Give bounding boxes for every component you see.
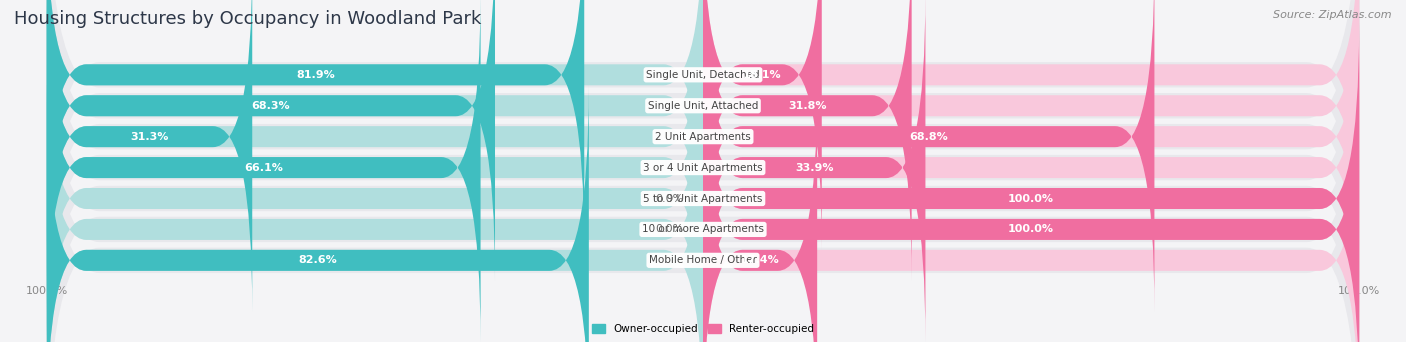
Text: 68.3%: 68.3%: [252, 101, 290, 111]
FancyBboxPatch shape: [703, 0, 1360, 281]
FancyBboxPatch shape: [703, 54, 1360, 342]
Text: Single Unit, Attached: Single Unit, Attached: [648, 101, 758, 111]
FancyBboxPatch shape: [46, 0, 1360, 310]
FancyBboxPatch shape: [46, 54, 703, 342]
FancyBboxPatch shape: [46, 26, 1360, 342]
FancyBboxPatch shape: [46, 0, 481, 342]
Text: 3 or 4 Unit Apartments: 3 or 4 Unit Apartments: [643, 162, 763, 173]
FancyBboxPatch shape: [46, 0, 703, 250]
FancyBboxPatch shape: [46, 0, 1360, 342]
FancyBboxPatch shape: [703, 24, 1360, 342]
FancyBboxPatch shape: [703, 0, 925, 342]
Text: 2 Unit Apartments: 2 Unit Apartments: [655, 132, 751, 142]
FancyBboxPatch shape: [46, 0, 703, 342]
Text: Mobile Home / Other: Mobile Home / Other: [650, 255, 756, 265]
Text: Single Unit, Detached: Single Unit, Detached: [647, 70, 759, 80]
Text: 68.8%: 68.8%: [910, 132, 948, 142]
FancyBboxPatch shape: [703, 0, 1154, 312]
FancyBboxPatch shape: [703, 0, 1360, 250]
FancyBboxPatch shape: [46, 0, 703, 312]
FancyBboxPatch shape: [703, 0, 821, 250]
FancyBboxPatch shape: [46, 0, 585, 250]
FancyBboxPatch shape: [703, 54, 1360, 342]
FancyBboxPatch shape: [46, 0, 1360, 340]
FancyBboxPatch shape: [46, 86, 703, 342]
Text: Source: ZipAtlas.com: Source: ZipAtlas.com: [1274, 10, 1392, 20]
FancyBboxPatch shape: [703, 0, 1360, 342]
Text: 100.0%: 100.0%: [1008, 224, 1054, 234]
Text: 0.0%: 0.0%: [655, 194, 683, 203]
Text: 31.3%: 31.3%: [131, 132, 169, 142]
FancyBboxPatch shape: [46, 0, 1360, 342]
FancyBboxPatch shape: [703, 86, 1360, 342]
Legend: Owner-occupied, Renter-occupied: Owner-occupied, Renter-occupied: [588, 320, 818, 339]
FancyBboxPatch shape: [703, 24, 1360, 342]
FancyBboxPatch shape: [46, 0, 252, 312]
Text: 100.0%: 100.0%: [1008, 194, 1054, 203]
Text: 82.6%: 82.6%: [298, 255, 337, 265]
FancyBboxPatch shape: [46, 0, 1360, 342]
Text: 18.1%: 18.1%: [742, 70, 782, 80]
Text: 31.8%: 31.8%: [789, 101, 827, 111]
Text: 5 to 9 Unit Apartments: 5 to 9 Unit Apartments: [644, 194, 762, 203]
FancyBboxPatch shape: [46, 0, 495, 281]
FancyBboxPatch shape: [703, 0, 911, 281]
FancyBboxPatch shape: [703, 86, 817, 342]
FancyBboxPatch shape: [46, 0, 703, 281]
Text: 66.1%: 66.1%: [245, 162, 283, 173]
Text: 81.9%: 81.9%: [297, 70, 335, 80]
FancyBboxPatch shape: [703, 0, 1360, 312]
Text: 17.4%: 17.4%: [741, 255, 779, 265]
Text: 10 or more Apartments: 10 or more Apartments: [643, 224, 763, 234]
FancyBboxPatch shape: [46, 24, 703, 342]
FancyBboxPatch shape: [46, 86, 589, 342]
FancyBboxPatch shape: [46, 0, 1360, 342]
Text: 0.0%: 0.0%: [655, 224, 683, 234]
Text: Housing Structures by Occupancy in Woodland Park: Housing Structures by Occupancy in Woodl…: [14, 10, 481, 28]
Text: 33.9%: 33.9%: [794, 162, 834, 173]
